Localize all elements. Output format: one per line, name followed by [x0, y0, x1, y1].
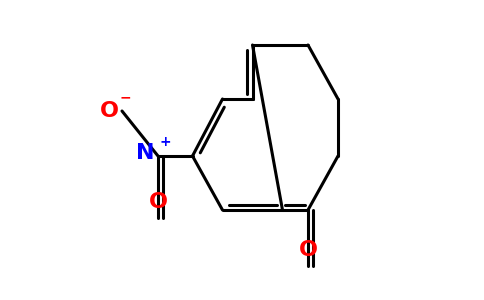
Text: O: O	[100, 101, 119, 121]
Text: −: −	[119, 91, 131, 104]
Text: O: O	[149, 191, 167, 212]
Text: +: +	[160, 136, 171, 149]
Text: O: O	[299, 239, 318, 260]
Text: N: N	[136, 143, 155, 163]
